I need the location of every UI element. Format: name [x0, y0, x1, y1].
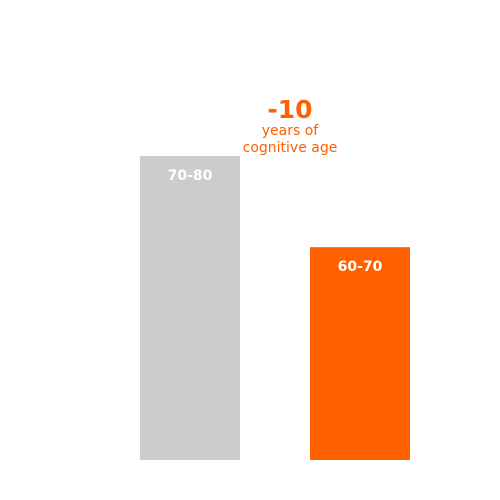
- annotation: -10 years of cognitive age: [243, 95, 338, 156]
- bar-60-70: [310, 247, 410, 460]
- bars-group: [140, 156, 410, 460]
- bar-label-60-70: 60-70: [338, 259, 383, 275]
- bar-labels-group: 70-80 60-70: [168, 168, 383, 275]
- bar-70-80: [140, 156, 240, 460]
- annotation-line-2: cognitive age: [243, 140, 338, 156]
- annotation-value: -10: [267, 95, 312, 124]
- annotation-line-1: years of: [262, 123, 320, 139]
- bar-label-70-80: 70-80: [168, 168, 213, 184]
